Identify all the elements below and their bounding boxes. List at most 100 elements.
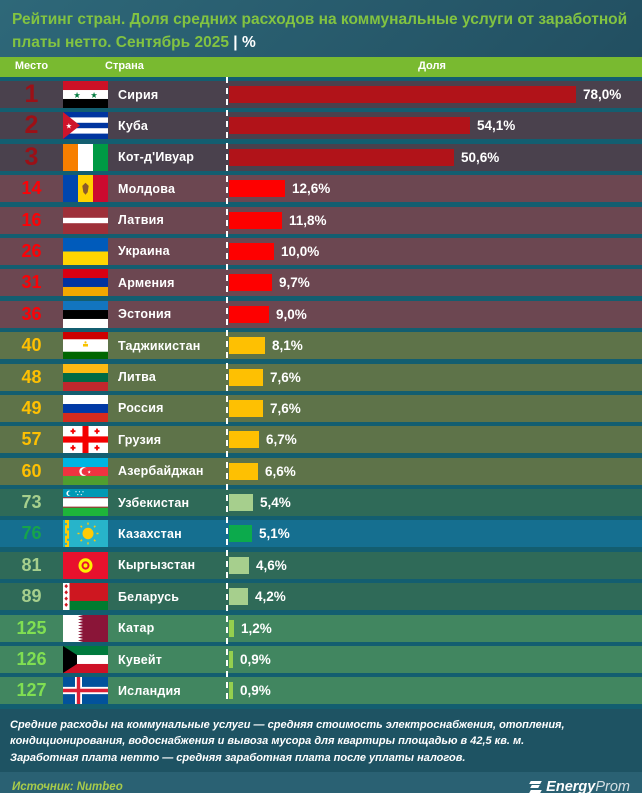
value-label: 6,7% (266, 432, 297, 448)
value-label: 8,1% (272, 338, 303, 354)
value-label: 9,7% (279, 275, 310, 291)
country-row: 60 ★ Азербайджан 6,6% (0, 457, 642, 485)
country-flag-icon (63, 614, 108, 642)
country-name: Литва (118, 370, 157, 385)
svg-text:★: ★ (73, 91, 80, 100)
country-name: Латвия (118, 213, 165, 228)
country-name: Исландия (118, 683, 181, 698)
value-label: 9,0% (276, 306, 307, 322)
logo-text-light: Prom (595, 778, 630, 793)
country-row: 73 Узбекистан 5,4% (0, 489, 642, 517)
rank-number: 73 (21, 492, 42, 513)
country-name: Узбекистан (118, 495, 190, 510)
rank-number: 14 (21, 178, 42, 199)
value-label: 5,1% (259, 526, 290, 542)
rank-number: 16 (21, 209, 42, 230)
page-title: Рейтинг стран. Доля средних расходов на … (12, 11, 628, 52)
value-bar (229, 525, 252, 543)
country-row: 125 Катар 1,2% (0, 614, 642, 642)
country-flag-icon (63, 175, 108, 203)
column-header: Место Страна Доля (0, 57, 642, 77)
footnote-net-salary: Заработная плата нетто — средняя заработ… (10, 751, 466, 764)
country-name: Куба (118, 118, 149, 133)
value-bar (229, 86, 576, 103)
value-bar (229, 431, 259, 449)
country-name: Беларусь (118, 589, 180, 604)
country-row: 36 Эстония 9,0% (0, 300, 642, 328)
country-flag-icon (63, 143, 108, 171)
country-row: 49 Россия 7,6% (0, 394, 642, 422)
country-flag-icon (63, 300, 108, 328)
value-label: 10,0% (281, 243, 320, 259)
country-row: 40 Таджикистан 8,1% (0, 332, 642, 360)
svg-text:★: ★ (90, 91, 97, 100)
country-name: Россия (118, 401, 164, 416)
country-row: 76 Казахстан 5,1% (0, 520, 642, 548)
value-bar (229, 462, 258, 480)
country-flag-icon (63, 551, 108, 579)
country-row: 14 Молдова 12,6% (0, 175, 642, 203)
country-name: Молдова (118, 181, 176, 196)
country-flag-icon (63, 269, 108, 297)
value-bar (229, 399, 263, 417)
value-bar (229, 180, 285, 198)
value-bar (229, 242, 274, 260)
country-name: Кувейт (118, 652, 163, 667)
column-header-country: Страна (105, 60, 144, 72)
rank-number: 49 (21, 397, 42, 418)
country-name: Грузия (118, 432, 162, 447)
rank-number: 89 (21, 586, 42, 607)
value-bar (229, 337, 265, 355)
country-name: Катар (118, 621, 155, 636)
rank-number: 81 (21, 554, 42, 575)
value-bar (229, 211, 282, 229)
value-label: 50,6% (461, 149, 500, 165)
rank-number: 127 (16, 680, 47, 701)
country-flag-icon (63, 363, 108, 391)
value-label: 7,6% (270, 400, 301, 416)
footnotes: Средние расходы на коммунальные услуги —… (0, 708, 642, 773)
value-bar (229, 148, 454, 166)
country-row: 3 Кот-д'Ивуар 50,6% (0, 143, 642, 171)
source-bar: Источник: Numbeo EnergyProm (0, 772, 642, 793)
rank-number: 57 (21, 429, 42, 450)
source-text: Источник: Numbeo (12, 780, 123, 793)
country-flag-icon (63, 489, 108, 517)
country-row: 16 Латвия 11,8% (0, 206, 642, 234)
logo-text-bold: Energy (546, 778, 596, 793)
value-label: 0,9% (240, 652, 271, 668)
title-separator: | (233, 34, 238, 52)
country-flag-icon (63, 677, 108, 705)
country-row: 1 ★ ★ Сирия 78,0% (0, 80, 642, 108)
svg-text:★: ★ (66, 123, 72, 131)
rank-number: 60 (21, 460, 42, 481)
rank-number: 1 (24, 80, 39, 108)
value-label: 1,2% (241, 620, 272, 636)
country-row: 89 Беларусь 4,2% (0, 583, 642, 611)
country-row: 126 Кувейт 0,9% (0, 646, 642, 674)
column-header-share: Доля (418, 60, 446, 72)
title-bar: Рейтинг стран. Доля средних расходов на … (0, 0, 642, 57)
country-name: Украина (118, 244, 170, 259)
baseline-dashed-line (226, 77, 228, 705)
country-row: 57 Грузия 6,7% (0, 426, 642, 454)
value-label: 4,6% (256, 557, 287, 573)
value-bar (229, 494, 253, 512)
rank-number: 40 (21, 335, 42, 356)
rank-number: 31 (21, 272, 42, 293)
value-bar (229, 588, 248, 606)
value-label: 78,0% (583, 87, 622, 102)
value-label: 12,6% (292, 181, 331, 197)
energyprom-logo-icon (529, 780, 542, 793)
ranking-list: 1 ★ ★ Сирия 78,0% 2 ★ Куба 54,1% 3 Кот-д'… (0, 77, 642, 705)
country-name: Кот-д'Ивуар (118, 150, 195, 165)
country-flag-icon (63, 646, 108, 674)
country-name: Кыргызстан (118, 558, 196, 573)
country-row: 31 Армения 9,7% (0, 269, 642, 297)
value-label: 54,1% (477, 118, 516, 134)
value-label: 0,9% (240, 683, 271, 699)
country-row: 127 Исландия 0,9% (0, 677, 642, 705)
country-flag-icon: ★ (63, 112, 108, 140)
svg-text:★: ★ (87, 469, 92, 474)
